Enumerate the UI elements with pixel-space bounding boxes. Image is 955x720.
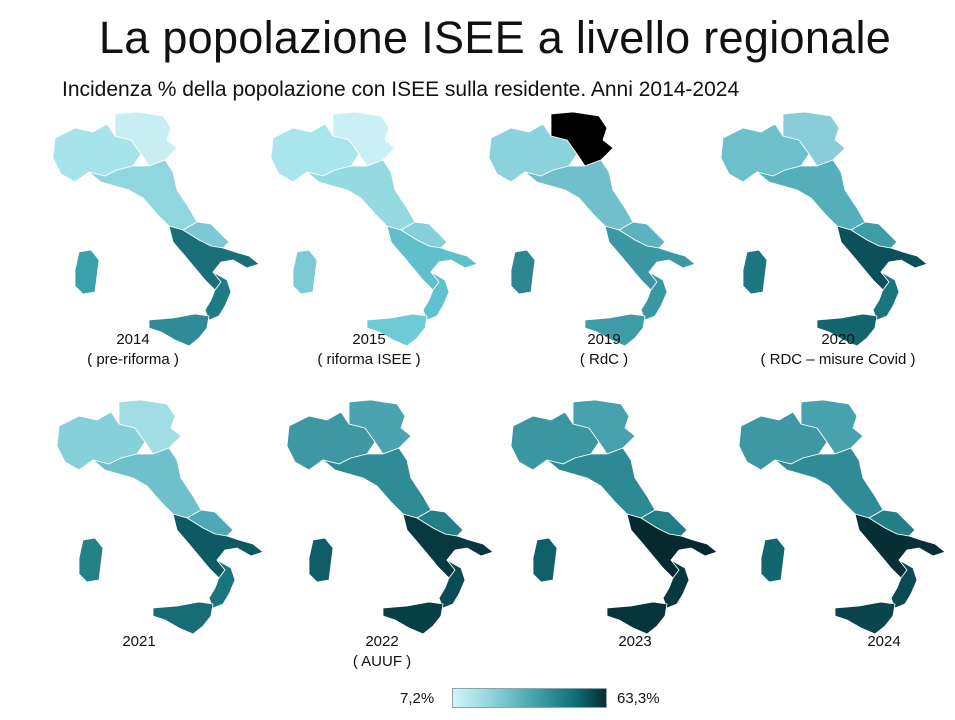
map-label-2014: 2014 ( pre-riforma ) [23, 330, 243, 370]
region-sardinia [292, 249, 318, 295]
region-calabria [640, 271, 668, 321]
region-center [524, 159, 634, 231]
map-year: 2014 [116, 331, 150, 348]
map-label-2019: 2019 ( RdC ) [494, 330, 714, 370]
map-panel-2019 [476, 110, 706, 350]
italy-choropleth-map [488, 111, 696, 347]
region-calabria [662, 559, 690, 609]
map-panel-2015 [258, 110, 488, 350]
region-sicily [834, 601, 896, 635]
italy-choropleth-map [510, 399, 718, 635]
region-center [322, 447, 432, 519]
region-northeast [550, 111, 614, 167]
region-sardinia [510, 249, 536, 295]
page-title: La popolazione ISEE a livello regionale [98, 12, 892, 63]
region-sardinia [760, 537, 786, 583]
region-sardinia [308, 537, 334, 583]
region-calabria [438, 559, 466, 609]
region-sicily [382, 601, 444, 635]
italy-choropleth-map [270, 111, 478, 347]
region-northeast [800, 399, 864, 455]
region-south [854, 513, 946, 579]
region-northeast [332, 111, 396, 167]
page-subtitle: Incidenza % della popolazione con ISEE s… [62, 78, 740, 101]
map-year: 2022 [365, 633, 399, 650]
map-label-2023: 2023 [525, 632, 745, 652]
region-south [172, 513, 264, 579]
region-center [306, 159, 416, 231]
region-sardinia [532, 537, 558, 583]
region-sardinia [74, 249, 100, 295]
map-note: ( AUUF ) [352, 653, 412, 670]
map-note: ( pre-riforma ) [87, 351, 179, 368]
region-sicily [366, 313, 428, 347]
region-northeast [118, 399, 182, 455]
region-south [836, 225, 928, 291]
map-note: ( RDC – misure Covid ) [760, 351, 916, 368]
region-northeast [114, 111, 178, 167]
map-year: 2023 [618, 633, 652, 650]
map-label-2020: 2020 ( RDC – misure Covid ) [728, 330, 948, 370]
legend-min-label: 7,2% [400, 690, 435, 707]
italy-choropleth-map [56, 399, 264, 635]
region-south [402, 513, 494, 579]
map-panel-2014 [40, 110, 270, 350]
legend-max-label: 63,3% [617, 690, 660, 707]
map-panel-2024 [726, 398, 955, 638]
map-label-2021: 2021 [29, 632, 249, 652]
map-note: ( riforma ISEE ) [317, 351, 421, 368]
region-south [168, 225, 260, 291]
region-calabria [208, 559, 236, 609]
region-calabria [872, 271, 900, 321]
region-sicily [816, 313, 878, 347]
map-year: 2015 [352, 331, 386, 348]
region-calabria [204, 271, 232, 321]
region-center [92, 447, 202, 519]
region-sicily [584, 313, 646, 347]
color-legend: 7,2% 63,3% [400, 688, 700, 712]
map-year: 2019 [587, 331, 621, 348]
italy-choropleth-map [720, 111, 928, 347]
region-calabria [890, 559, 918, 609]
region-south [604, 225, 696, 291]
map-label-2024: 2024 [774, 632, 955, 652]
map-year: 2020 [821, 331, 855, 348]
map-panel-2021 [44, 398, 274, 638]
region-sicily [152, 601, 214, 635]
region-northeast [348, 399, 412, 455]
region-center [756, 159, 866, 231]
region-sardinia [742, 249, 768, 295]
map-note: ( RdC ) [579, 351, 629, 368]
italy-choropleth-map [52, 111, 260, 347]
region-south [386, 225, 478, 291]
map-panel-2023 [498, 398, 728, 638]
map-panel-2020 [708, 110, 938, 350]
region-sicily [606, 601, 668, 635]
region-calabria [422, 271, 450, 321]
legend-gradient-bar [452, 688, 607, 708]
map-panel-2022 [274, 398, 504, 638]
region-northeast [572, 399, 636, 455]
region-center [774, 447, 884, 519]
map-label-2022: 2022 ( AUUF ) [272, 632, 492, 672]
map-label-2015: 2015 ( riforma ISEE ) [259, 330, 479, 370]
region-sicily [148, 313, 210, 347]
region-sardinia [78, 537, 104, 583]
map-year: 2024 [867, 633, 901, 650]
region-northeast [782, 111, 846, 167]
region-south [626, 513, 718, 579]
region-center [88, 159, 198, 231]
italy-choropleth-map [738, 399, 946, 635]
italy-choropleth-map [286, 399, 494, 635]
map-year: 2021 [122, 633, 156, 650]
region-center [546, 447, 656, 519]
